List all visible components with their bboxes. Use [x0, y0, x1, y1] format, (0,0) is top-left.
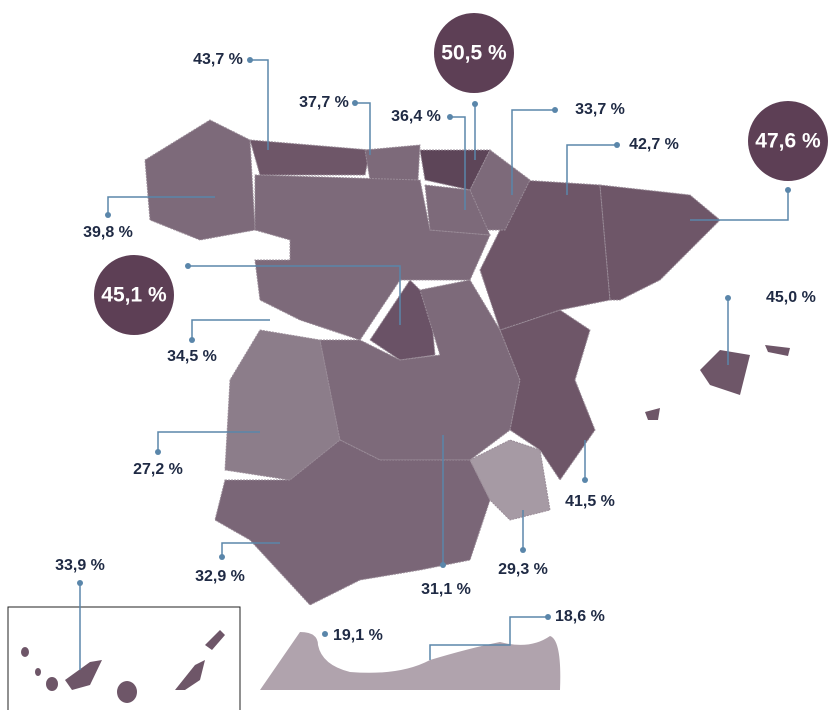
badge-label: 45,1 %: [101, 284, 167, 307]
region: [424, 184, 491, 236]
badge: [94, 255, 174, 335]
regions: [7, 119, 790, 710]
value-label: 36,4 %: [391, 108, 441, 125]
value-label: 27,2 %: [133, 461, 183, 478]
region: [214, 439, 491, 606]
value-label: 42,7 %: [629, 136, 679, 153]
badge: [434, 13, 514, 93]
badges: 50,5 % 47,6 % 45,1 %: [94, 13, 828, 335]
badge-label: 50,5 %: [441, 42, 507, 65]
canarias-inset: [7, 606, 241, 710]
region: [249, 139, 371, 176]
region: [469, 149, 531, 231]
region: [364, 144, 421, 181]
region: [369, 279, 436, 361]
value-label: 45,0 %: [766, 289, 816, 306]
island: [700, 350, 750, 395]
region: [499, 309, 596, 481]
value-label: 39,8 %: [83, 224, 133, 241]
island: [645, 408, 660, 420]
island: [765, 345, 790, 356]
value-label: 41,5 %: [565, 493, 615, 510]
north-africa-cities: [260, 632, 561, 690]
value-label: 37,7 %: [299, 94, 349, 111]
value-label: 43,7 %: [193, 51, 243, 68]
region: [599, 184, 721, 301]
region: [469, 439, 551, 521]
value-label: 32,9 %: [195, 568, 245, 585]
callouts: 43,7 % 37,7 % 36,4 % 33,7 % 42,7 % 39,8 …: [55, 51, 816, 670]
canary-islands: [21, 630, 225, 703]
value-label: 19,1 %: [333, 627, 383, 644]
value-label: 33,7 %: [575, 101, 625, 118]
value-label: 31,1 %: [421, 581, 471, 598]
badge-label: 47,6 %: [755, 130, 821, 153]
region: [144, 119, 256, 241]
badge: [748, 101, 828, 181]
value-label: 34,5 %: [167, 348, 217, 365]
value-label: 29,3 %: [498, 561, 548, 578]
value-label: 18,6 %: [555, 608, 605, 625]
value-label: 33,9 %: [55, 557, 105, 574]
